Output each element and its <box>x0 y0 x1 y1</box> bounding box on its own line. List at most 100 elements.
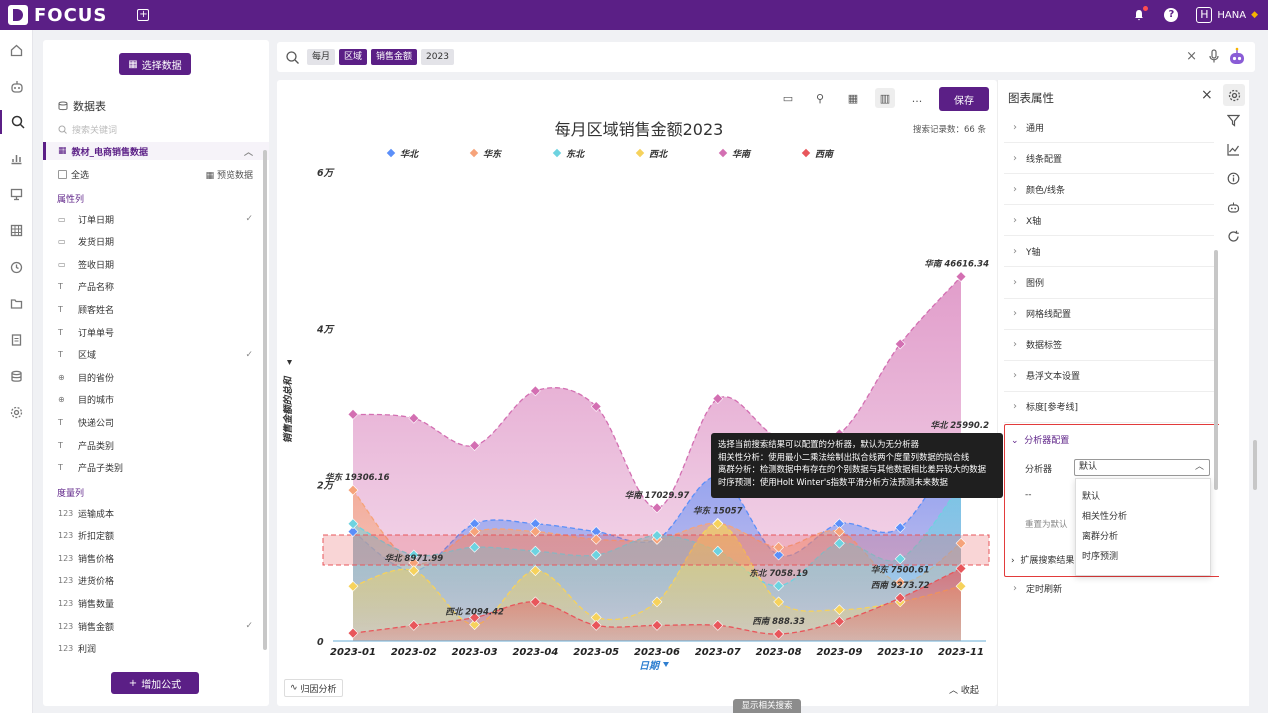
data-point[interactable] <box>530 518 541 530</box>
nav-database-icon[interactable] <box>0 364 33 388</box>
data-point[interactable] <box>955 537 967 549</box>
analyzer-select[interactable]: 默认 ︿ <box>1074 459 1210 476</box>
data-point[interactable] <box>894 576 906 588</box>
data-point[interactable] <box>773 580 784 592</box>
nav-robot-icon[interactable] <box>0 74 33 98</box>
attribute-field[interactable]: ⊕ 目的省份 <box>58 372 115 384</box>
legend-marker[interactable] <box>552 148 562 158</box>
data-point[interactable] <box>651 619 663 631</box>
attribute-field[interactable]: T 顾客姓名 <box>58 304 115 316</box>
data-point[interactable] <box>469 440 480 451</box>
data-point[interactable] <box>955 580 967 592</box>
legend-marker[interactable] <box>801 148 811 158</box>
attribute-field[interactable]: T 产品子类别 <box>58 463 124 475</box>
dropdown-option-default[interactable]: 默认 <box>1082 492 1101 502</box>
table-view-icon[interactable]: ▭ <box>782 91 794 105</box>
data-point[interactable] <box>712 545 724 557</box>
data-point[interactable] <box>894 553 906 565</box>
data-point[interactable] <box>469 612 480 623</box>
dropdown-option-forecast[interactable]: 时序预测 <box>1082 552 1119 562</box>
data-point[interactable] <box>834 604 845 616</box>
measure-field[interactable]: 123 利润 <box>58 644 97 656</box>
data-point[interactable] <box>773 628 784 640</box>
attribute-field[interactable]: ▭ 签收日期 <box>58 259 115 271</box>
property-item[interactable]: › 网格线配置 <box>1004 299 1214 330</box>
property-item[interactable]: › X轴 <box>1004 205 1214 237</box>
search-token[interactable]: 2023 <box>421 49 454 65</box>
search-token[interactable]: 销售金额 <box>371 49 418 65</box>
measure-field[interactable]: 123 折扣定额 <box>58 531 115 543</box>
dropdown-option-correlation[interactable]: 相关性分析 <box>1082 512 1128 522</box>
data-point[interactable] <box>590 612 602 623</box>
data-point[interactable] <box>590 526 602 537</box>
data-point[interactable] <box>955 563 967 574</box>
property-item[interactable]: › 标度[参考线] <box>1004 392 1214 423</box>
attribute-field[interactable]: ▭ 订单日期 ✓ <box>58 214 253 226</box>
dropdown-option-outlier[interactable]: 离群分析 <box>1082 532 1119 542</box>
data-point[interactable] <box>773 596 784 608</box>
chevron-up-icon[interactable]: ︿ <box>243 147 253 158</box>
attribute-field[interactable]: ▭ 发货日期 <box>58 237 115 249</box>
measure-field[interactable]: 123 进货价格 <box>58 576 115 588</box>
grid-view-icon[interactable]: ▦ <box>847 91 859 105</box>
series-line[interactable] <box>352 437 962 572</box>
nav-chart-icon[interactable] <box>0 146 33 170</box>
data-point[interactable] <box>408 565 420 577</box>
save-button[interactable]: 保存 <box>939 87 989 111</box>
legend-marker[interactable] <box>635 148 645 158</box>
preview-data-link[interactable]: ▦ 预览数据 <box>205 171 253 181</box>
data-point[interactable] <box>530 596 541 608</box>
microphone-icon[interactable] <box>1209 49 1219 66</box>
property-item[interactable]: › 颜色/线条 <box>1004 174 1214 206</box>
logo[interactable]: FOCUS <box>8 5 107 26</box>
legend-marker[interactable] <box>718 148 728 158</box>
data-point[interactable] <box>347 484 359 496</box>
robot-icon[interactable] <box>1227 201 1240 217</box>
data-point[interactable] <box>408 549 420 561</box>
data-point[interactable] <box>530 385 541 397</box>
measure-field[interactable]: 123 销售数量 <box>58 598 115 610</box>
data-point[interactable] <box>530 545 541 557</box>
field-search-input[interactable]: 搜索关键词 <box>58 122 258 136</box>
nav-table-icon[interactable] <box>0 218 33 242</box>
data-point[interactable] <box>347 408 359 420</box>
trend-icon[interactable] <box>1227 143 1240 159</box>
gear-icon[interactable] <box>1223 84 1245 106</box>
data-point[interactable] <box>408 412 420 424</box>
property-item[interactable]: › 悬浮文本设置 <box>1004 361 1214 392</box>
search-token[interactable]: 区域 <box>339 49 368 65</box>
data-point[interactable] <box>894 338 906 350</box>
data-point[interactable] <box>651 502 663 514</box>
nav-settings-icon[interactable] <box>0 400 33 424</box>
data-point[interactable] <box>955 271 967 282</box>
select-all-checkbox[interactable]: 全选 <box>58 168 89 181</box>
data-point[interactable] <box>773 549 784 561</box>
page-scrollbar[interactable] <box>1253 440 1257 490</box>
data-point[interactable] <box>590 549 602 561</box>
data-point[interactable] <box>651 596 663 608</box>
extend-search-item[interactable]: › 扩展搜索结果 <box>1011 556 1075 566</box>
x-axis-caret-icon[interactable] <box>663 662 669 667</box>
data-point[interactable] <box>773 541 784 553</box>
measure-field[interactable]: 123 运输成本 <box>58 508 115 520</box>
data-point[interactable] <box>712 518 724 530</box>
more-options[interactable]: ... <box>911 91 923 105</box>
data-point[interactable] <box>347 580 359 592</box>
data-point[interactable] <box>408 619 420 631</box>
nav-dashboard-icon[interactable] <box>0 182 33 206</box>
add-formula-button[interactable]: + 增加公式 <box>111 672 199 694</box>
search-bar[interactable]: 每月 区域 销售金额 2023 × <box>277 42 1255 72</box>
properties-scrollbar[interactable] <box>1214 250 1218 490</box>
data-point[interactable] <box>590 534 602 545</box>
info-icon[interactable] <box>1227 172 1240 188</box>
data-point[interactable] <box>712 619 724 631</box>
data-point[interactable] <box>408 557 420 569</box>
attribute-field[interactable]: T 订单单号 <box>58 327 115 339</box>
search-token[interactable]: 每月 <box>307 49 336 65</box>
nav-folder-icon[interactable] <box>0 291 33 315</box>
nav-clipboard-icon[interactable] <box>0 327 33 351</box>
y-axis-caret-icon[interactable] <box>287 360 292 365</box>
measure-field[interactable]: 123 销售金额 ✓ <box>58 621 253 633</box>
close-icon[interactable]: × <box>1201 87 1213 103</box>
collapse-button[interactable]: ︿ 收起 <box>949 686 979 696</box>
